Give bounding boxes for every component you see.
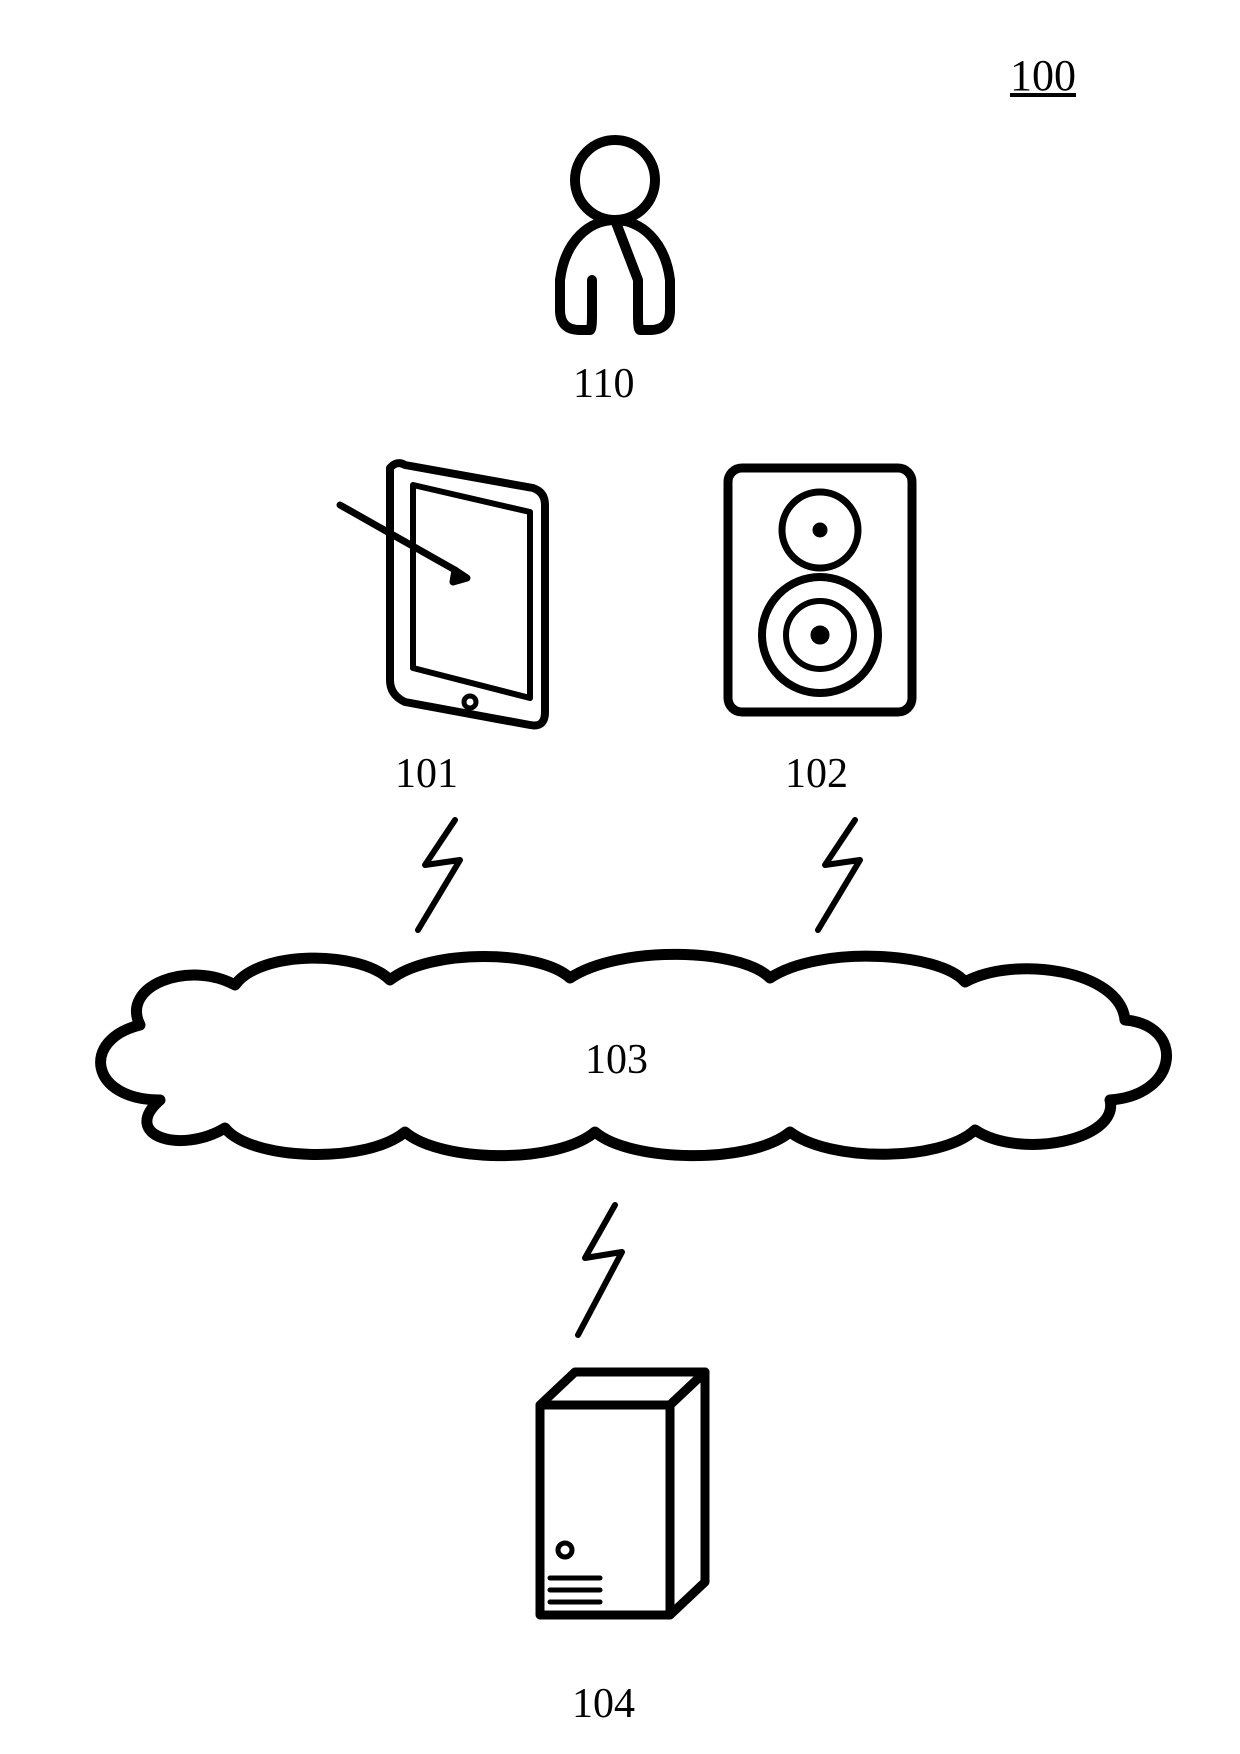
wireless-link-icon: [800, 815, 880, 935]
person-ref-label: 110: [573, 360, 634, 408]
server-ref-label: 104: [572, 1680, 635, 1728]
server-icon: [500, 1360, 710, 1630]
tablet-icon: [335, 450, 565, 730]
speaker-icon: [720, 460, 920, 720]
wireless-link-icon: [400, 815, 480, 935]
diagram-canvas: 100 110 101: [0, 0, 1240, 1754]
person-icon: [530, 130, 700, 340]
cloud-ref-label: 103: [585, 1036, 648, 1084]
tablet-ref-label: 101: [395, 750, 458, 798]
speaker-ref-label: 102: [785, 750, 848, 798]
figure-ref-label: 100: [1010, 50, 1076, 101]
wireless-link-icon: [560, 1200, 640, 1340]
